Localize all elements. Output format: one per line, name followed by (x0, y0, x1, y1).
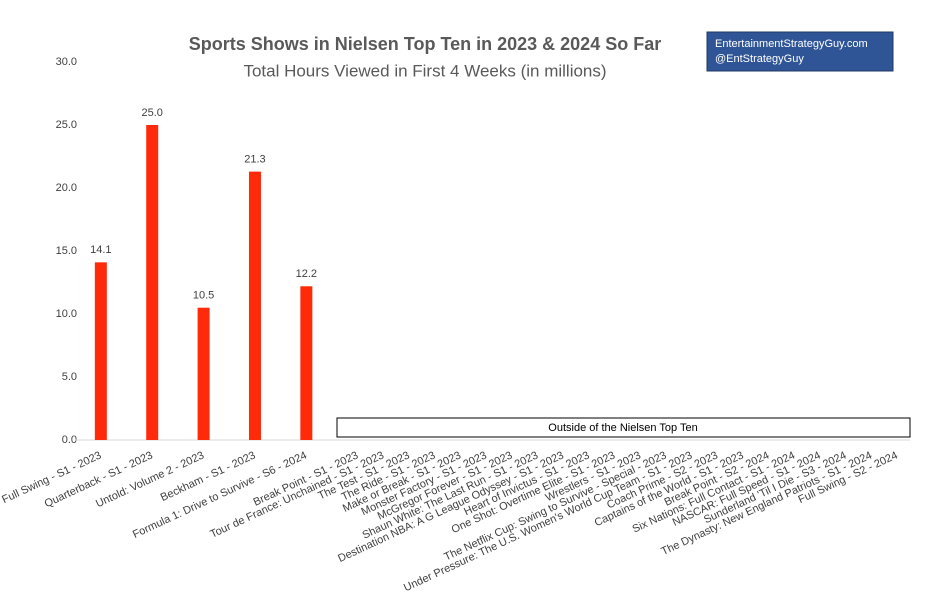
value-label: 12.2 (296, 268, 317, 280)
value-label: 21.3 (244, 154, 265, 166)
chart-title: Sports Shows in Nielsen Top Ten in 2023 … (189, 34, 661, 54)
y-tick-label: 10.0 (56, 308, 77, 320)
value-label: 14.1 (90, 244, 111, 256)
watermark-text: @EntStrategyGuy (715, 53, 804, 65)
watermark-box (706, 31, 894, 72)
value-label: 25.0 (142, 107, 163, 119)
value-label: 10.5 (193, 290, 214, 302)
watermark-text: EntertainmentStrategyGuy.com (715, 38, 868, 50)
y-tick-label: 15.0 (56, 245, 77, 257)
y-tick-label: 30.0 (56, 56, 77, 68)
y-tick-label: 25.0 (56, 119, 77, 131)
annotation-box (336, 417, 911, 438)
bar (248, 171, 261, 440)
bar (300, 286, 313, 440)
annotation: Outside of the Nielsen Top Ten (548, 422, 697, 434)
y-tick-label: 5.0 (62, 371, 77, 383)
bar (94, 262, 107, 440)
y-tick-label: 20.0 (56, 182, 77, 194)
bar (146, 125, 159, 440)
chart-subtitle: Total Hours Viewed in First 4 Weeks (in … (243, 61, 606, 80)
bar (197, 307, 210, 440)
y-tick-label: 0.0 (62, 434, 77, 446)
